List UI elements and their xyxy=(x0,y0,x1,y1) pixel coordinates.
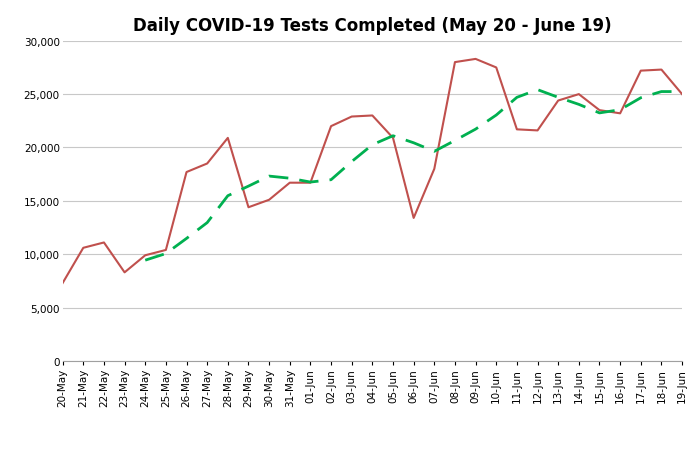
Title: Daily COVID-19 Tests Completed (May 20 - June 19): Daily COVID-19 Tests Completed (May 20 -… xyxy=(133,17,612,35)
